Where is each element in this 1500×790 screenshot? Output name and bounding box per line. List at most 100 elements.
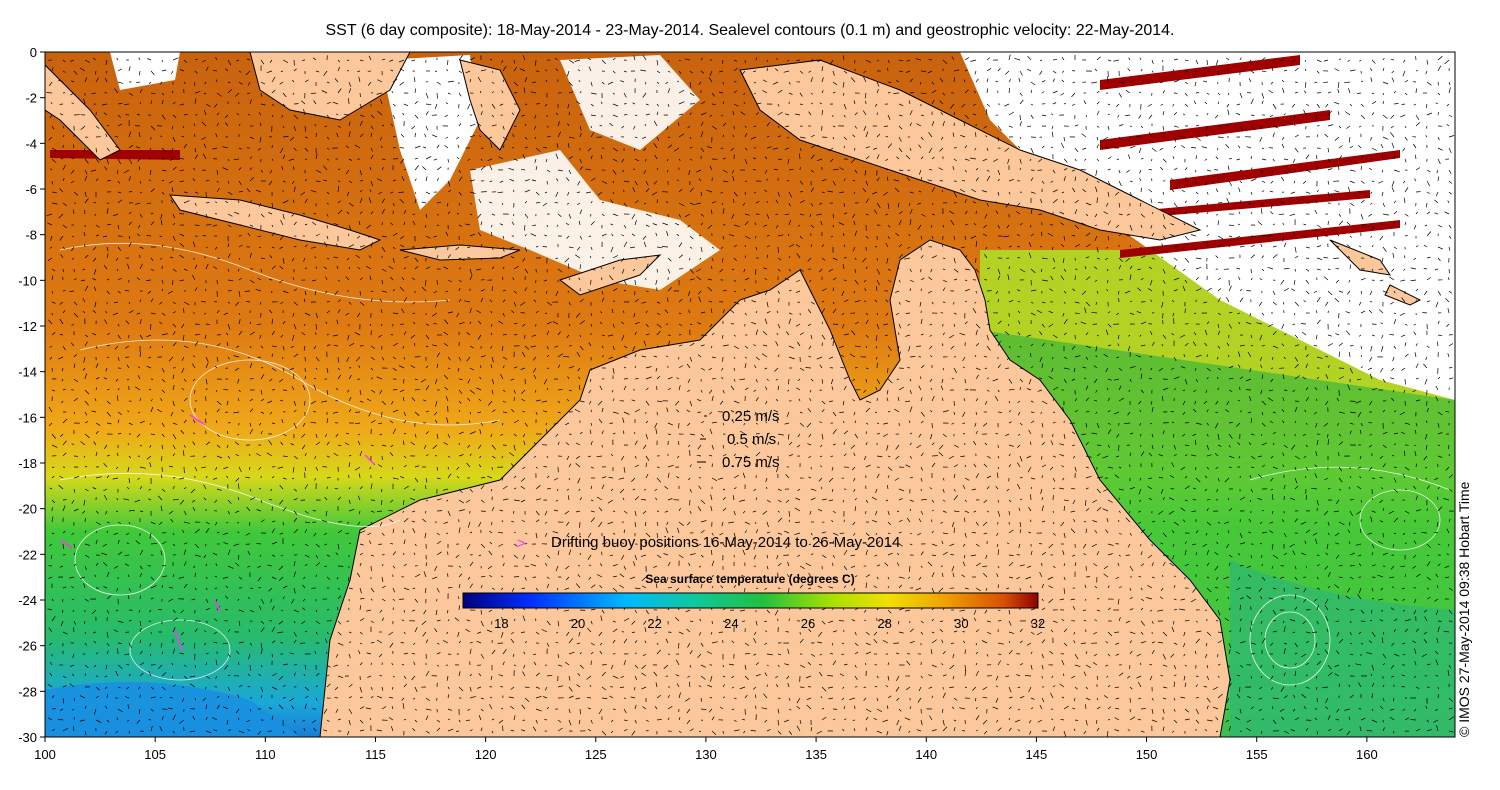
velocity-arrow [667, 376, 673, 380]
velocity-arrow [1129, 312, 1135, 316]
velocity-arrow [315, 233, 320, 237]
velocity-arrow [656, 323, 662, 328]
velocity-arrow [392, 202, 395, 207]
velocity-arrow [1303, 109, 1307, 116]
velocity-arrow [1217, 477, 1220, 482]
velocity-arrow [1118, 180, 1122, 186]
velocity-arrow [443, 266, 449, 270]
velocity-arrow [1151, 257, 1155, 260]
velocity-arrow [1194, 400, 1197, 405]
velocity-arrow [1448, 114, 1453, 118]
velocity-arrow [1117, 343, 1120, 347]
velocity-arrow [181, 387, 185, 391]
velocity-arrow [918, 190, 922, 193]
velocity-arrow [876, 257, 878, 261]
velocity-arrow [1382, 114, 1388, 119]
velocity-arrow [194, 323, 200, 325]
velocity-arrow [598, 418, 603, 424]
velocity-arrow [399, 235, 405, 240]
velocity-arrow [941, 244, 944, 248]
velocity-arrow [684, 58, 691, 61]
velocity-arrow [1095, 301, 1098, 305]
velocity-arrow [612, 367, 615, 374]
velocity-arrow [271, 158, 274, 161]
pacific-island [1384, 284, 1422, 306]
velocity-arrow [510, 378, 515, 381]
velocity-arrow [491, 213, 496, 216]
velocity-arrow [908, 420, 911, 424]
velocity-arrow [743, 268, 746, 273]
velocity-arrow [1316, 134, 1319, 138]
velocity-arrow [972, 103, 977, 106]
velocity-arrow [873, 147, 878, 150]
velocity-arrow [1403, 180, 1406, 184]
velocity-arrow [456, 156, 460, 160]
velocity-arrow [832, 168, 839, 171]
velocity-arrow [1228, 235, 1233, 238]
velocity-arrow [249, 453, 251, 457]
velocity-arrow [1304, 90, 1307, 94]
velocity-arrow [1437, 422, 1440, 428]
velocity-arrow [949, 334, 955, 339]
velocity-arrow [997, 455, 1000, 459]
velocity-arrow [521, 398, 526, 402]
velocity-arrow [83, 231, 86, 237]
velocity-arrow [784, 277, 790, 281]
velocity-arrow [876, 312, 878, 316]
velocity-arrow [909, 110, 913, 116]
velocity-arrow [1291, 444, 1296, 450]
velocity-arrow [1140, 389, 1144, 394]
velocity-arrow [359, 197, 363, 204]
velocity-arrow [336, 113, 339, 116]
velocity-arrow [645, 333, 650, 336]
velocity-arrow [739, 378, 746, 381]
velocity-arrow [997, 298, 999, 303]
velocity-arrow [707, 286, 713, 292]
velocity-arrow [1195, 136, 1201, 141]
velocity-arrow [546, 290, 548, 294]
velocity-arrow [357, 440, 361, 446]
velocity-arrow [689, 202, 695, 206]
velocity-arrow [84, 373, 87, 380]
velocity-arrow [795, 323, 801, 327]
velocity-arrow [742, 472, 746, 479]
velocity-arrow [359, 301, 365, 306]
velocity-arrow [312, 57, 317, 61]
velocity-arrow [436, 352, 440, 358]
velocity-arrow [1256, 322, 1263, 325]
velocity-arrow [1357, 411, 1362, 418]
sulawesi-island [459, 59, 521, 151]
velocity-arrow [95, 363, 99, 369]
velocity-arrow [487, 158, 493, 162]
velocity-arrow [498, 320, 504, 325]
velocity-arrow [1303, 223, 1307, 226]
velocity-arrow [970, 157, 977, 160]
velocity-arrow [590, 103, 594, 107]
velocity-arrow [480, 477, 486, 479]
velocity-arrow [667, 464, 674, 468]
velocity-arrow [117, 191, 122, 194]
velocity-arrow [325, 321, 328, 325]
velocity-arrow [546, 135, 551, 138]
velocity-arrow [398, 59, 405, 63]
velocity-arrow [1105, 367, 1109, 372]
velocity-arrow [753, 81, 757, 84]
velocity-arrow [1019, 387, 1022, 391]
velocity-arrow [1019, 378, 1023, 383]
velocity-arrow [1137, 287, 1142, 292]
velocity-arrow [271, 265, 277, 270]
velocity-arrow [1095, 355, 1098, 358]
velocity-arrow [1335, 279, 1340, 284]
velocity-arrow [1170, 178, 1175, 182]
velocity-arrow [1126, 169, 1131, 173]
velocity-arrow [269, 169, 273, 174]
velocity-arrow [821, 378, 824, 384]
velocity-arrow [279, 399, 284, 402]
velocity-arrow [422, 146, 427, 149]
velocity-arrow [711, 444, 714, 450]
velocity-arrow [821, 409, 825, 413]
velocity-arrow [1019, 422, 1023, 426]
velocity-arrow [458, 191, 462, 196]
velocity-arrow [733, 90, 738, 94]
velocity-arrow [1206, 233, 1210, 237]
